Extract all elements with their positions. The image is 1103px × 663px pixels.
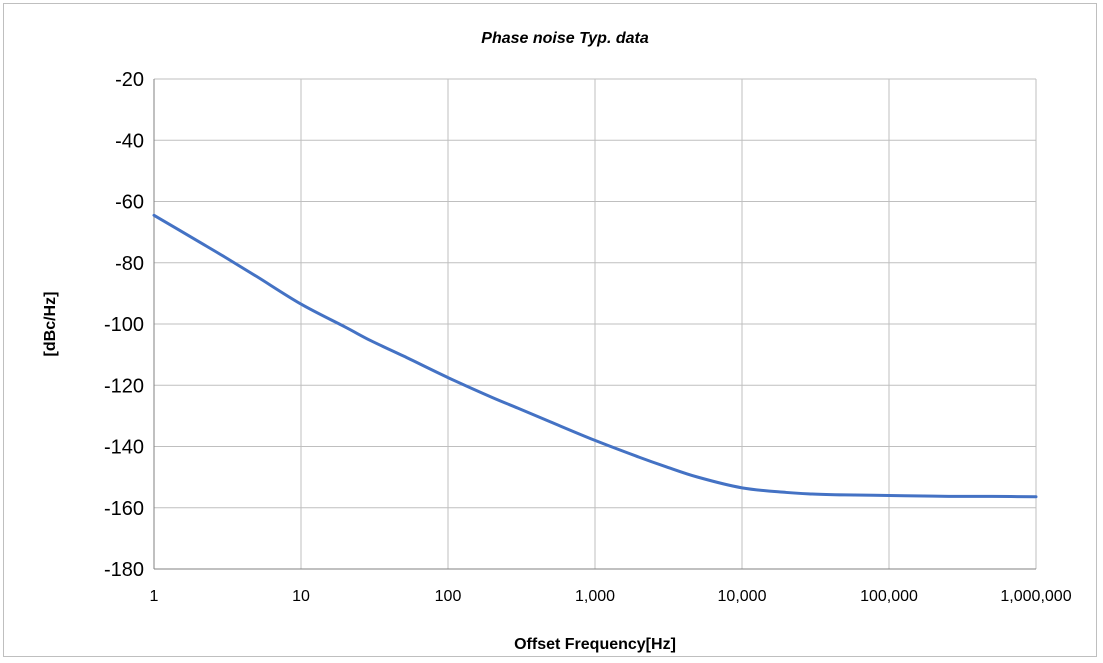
y-tick-label: -120	[104, 375, 144, 397]
axes	[153, 79, 1036, 570]
series-layer	[152, 213, 1038, 499]
y-tick-label: -180	[104, 559, 144, 581]
x-tick-label: 100,000	[860, 588, 918, 605]
x-tick-label: 1,000,000	[1000, 588, 1071, 605]
y-tick-label: -160	[104, 498, 144, 520]
y-tick-label: -140	[104, 437, 144, 459]
x-tick-label: 1	[150, 588, 159, 605]
y-tick-label: -60	[115, 192, 144, 214]
x-tick-label: 10	[292, 588, 310, 605]
y-tick-label: -80	[115, 253, 144, 275]
tick-labels: -20 -40 -60 -80 -100 -120 -140 -160 -180 1 10 100 1,…	[104, 69, 1072, 605]
x-axis-title: Offset Frequency[Hz]	[514, 636, 676, 653]
y-axis-title: [dBc/Hz]	[42, 292, 59, 357]
y-tick-label: -40	[115, 130, 144, 152]
chart-area: -20 -40 -60 -80 -100 -120 -140 -160 -180 1 10 100 1,…	[3, 3, 1097, 657]
x-tick-label: 1,000	[575, 588, 615, 605]
x-tick-label: 100	[435, 588, 462, 605]
y-tick-label: -20	[115, 69, 144, 91]
x-tick-label: 10,000	[718, 588, 767, 605]
chart-title: Phase noise Typ. data	[481, 30, 649, 47]
phase-noise-chart: -20 -40 -60 -80 -100 -120 -140 -160 -180 1 10 100 1,…	[42, 30, 1072, 653]
y-tick-label: -100	[104, 314, 144, 336]
phase-noise-series-line	[152, 213, 1038, 499]
